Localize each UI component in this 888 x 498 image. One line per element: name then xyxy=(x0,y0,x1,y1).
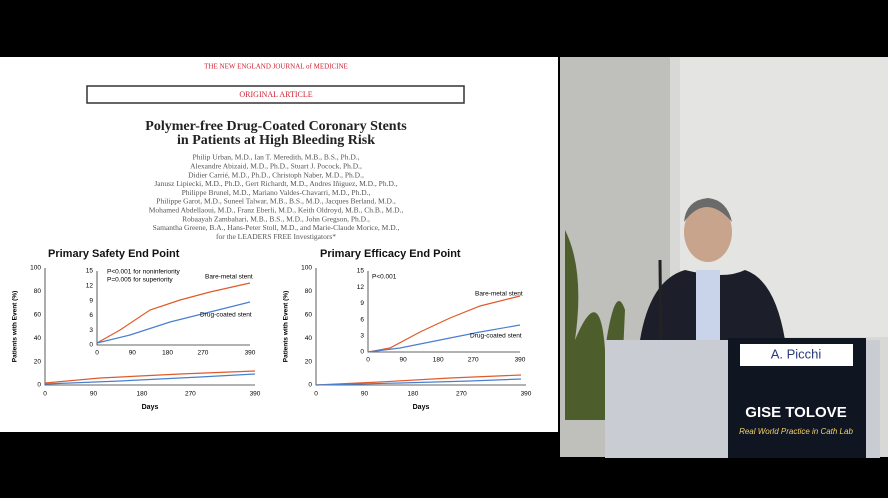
y-tick-label: 40 xyxy=(34,335,42,342)
inset-x-tick-label: 0 xyxy=(95,350,99,357)
article-title: Polymer-free Drug-Coated Coronary Stents xyxy=(145,119,407,134)
y-tick-label: 80 xyxy=(305,288,313,295)
inset-x-tick-label: 270 xyxy=(468,357,479,364)
author-line: Didier Carrié, M.D., Ph.D., Christoph Na… xyxy=(188,170,364,179)
author-line: Philippe Garot, M.D., Suneel Talwar, M.B… xyxy=(156,197,396,206)
inset-y-tick-label: 15 xyxy=(357,268,365,275)
annotation: P<0.001 for noninferiority xyxy=(107,269,181,276)
inset-y-tick-label: 15 xyxy=(86,268,94,275)
x-tick-label: 390 xyxy=(521,391,532,398)
inset-x-tick-label: 270 xyxy=(197,350,208,357)
y-tick-label: 20 xyxy=(34,358,42,365)
journal-name: THE NEW ENGLAND JOURNAL of MEDICINE xyxy=(204,63,348,71)
inset-y-tick-label: 6 xyxy=(360,316,364,323)
shirt xyxy=(696,270,720,340)
inset-x-tick-label: 0 xyxy=(366,357,370,364)
y-tick-label: 20 xyxy=(305,358,313,365)
inset-x-tick-label: 90 xyxy=(399,357,407,364)
curve xyxy=(315,378,522,386)
author-line: Alexandre Abizaid, M.D., Ph.D., Stuart J… xyxy=(190,162,362,171)
author-line: Philip Urban, M.D., Ian T. Meredith, M.B… xyxy=(192,153,359,162)
x-tick-label: 90 xyxy=(361,391,369,398)
curve xyxy=(96,282,251,344)
author-line: Robaayah Zambahari, M.B., B.S., M.D., Jo… xyxy=(182,214,370,223)
x-tick-label: 390 xyxy=(250,391,261,398)
inset-x-tick-label: 90 xyxy=(129,350,137,357)
article-type: ORIGINAL ARTICLE xyxy=(239,90,312,99)
series-label: Drug-coated stent xyxy=(470,333,522,340)
podium-tagline: Real World Practice in Cath Lab xyxy=(739,427,853,436)
x-tick-label: 270 xyxy=(185,391,196,398)
y-tick-label: 100 xyxy=(301,265,312,272)
speaker-name: A. Picchi xyxy=(771,346,822,361)
x-tick-label: 90 xyxy=(90,391,98,398)
article-type-box xyxy=(86,85,465,104)
author-line: Philippe Brunel, M.D., Mariano Valdes-Ch… xyxy=(182,188,371,197)
y-tick-label: 100 xyxy=(30,265,41,272)
author-line: Mohamed Abdellaoui, M.D., Franz Eberli, … xyxy=(149,206,404,215)
y-tick-label: 60 xyxy=(305,312,313,319)
curve xyxy=(44,370,256,384)
inset-y-tick-label: 9 xyxy=(360,300,364,307)
inset-y-tick-label: 6 xyxy=(89,312,93,319)
inset-y-tick-label: 12 xyxy=(86,283,94,290)
author-line: for the LEADERS FREE Investigators* xyxy=(216,232,336,241)
speaker-hair xyxy=(684,198,732,222)
curve xyxy=(44,373,256,385)
inset-x-tick-label: 390 xyxy=(515,357,526,364)
speaker-head xyxy=(684,202,732,262)
curve xyxy=(96,301,251,344)
inset-y-tick-label: 3 xyxy=(89,327,93,334)
inset-y-tick-label: 12 xyxy=(357,284,365,291)
annotation: P=0.005 for superiority xyxy=(107,277,173,284)
inset-y-tick-label: 0 xyxy=(89,342,93,349)
annotation: P<0.001 xyxy=(372,274,397,281)
inset-x-tick-label: 180 xyxy=(433,357,444,364)
y-tick-label: 60 xyxy=(34,312,42,319)
x-axis-label: Days xyxy=(413,404,430,411)
series-label: Drug-coated stent xyxy=(200,312,252,319)
inset-y-tick-label: 9 xyxy=(89,297,93,304)
y-axis-label: Patients with Event (%) xyxy=(12,291,19,363)
x-tick-label: 180 xyxy=(407,391,418,398)
series-label: Bare-metal stent xyxy=(475,291,523,298)
y-tick-label: 80 xyxy=(34,288,42,295)
panel-title: Primary Efficacy End Point xyxy=(320,248,461,260)
x-tick-label: 270 xyxy=(456,391,467,398)
inset-axes xyxy=(96,271,250,346)
y-tick-label: 0 xyxy=(37,382,41,389)
curve xyxy=(315,374,522,386)
x-tick-label: 0 xyxy=(43,391,47,398)
inset-x-tick-label: 390 xyxy=(245,350,256,357)
curve xyxy=(367,295,521,353)
article-title: in Patients at High Bleeding Risk xyxy=(177,133,375,148)
series-label: Bare-metal stent xyxy=(205,274,253,281)
y-axis-label: Patients with Event (%) xyxy=(283,291,290,363)
x-axis-label: Days xyxy=(142,404,159,411)
author-line: Samantha Greene, B.A., Hans-Peter Stoll,… xyxy=(153,223,400,232)
inset-y-tick-label: 3 xyxy=(360,333,364,340)
x-tick-label: 180 xyxy=(136,391,147,398)
panel-title: Primary Safety End Point xyxy=(48,248,180,260)
inset-y-tick-label: 0 xyxy=(360,349,364,356)
inset-x-tick-label: 180 xyxy=(162,350,173,357)
slide xyxy=(0,57,558,432)
name-plate xyxy=(740,344,853,366)
y-tick-label: 0 xyxy=(308,382,312,389)
author-line: Janusz Lipiecki, M.D., Ph.D., Gert Richa… xyxy=(154,179,397,188)
curve xyxy=(367,324,521,353)
y-tick-label: 40 xyxy=(305,335,313,342)
x-tick-label: 0 xyxy=(314,391,318,398)
axes xyxy=(44,268,255,386)
podium-logo: GISE TOLOVE xyxy=(745,404,846,421)
